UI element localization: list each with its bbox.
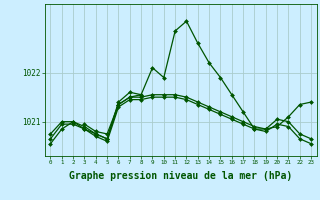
X-axis label: Graphe pression niveau de la mer (hPa): Graphe pression niveau de la mer (hPa) [69, 171, 292, 181]
